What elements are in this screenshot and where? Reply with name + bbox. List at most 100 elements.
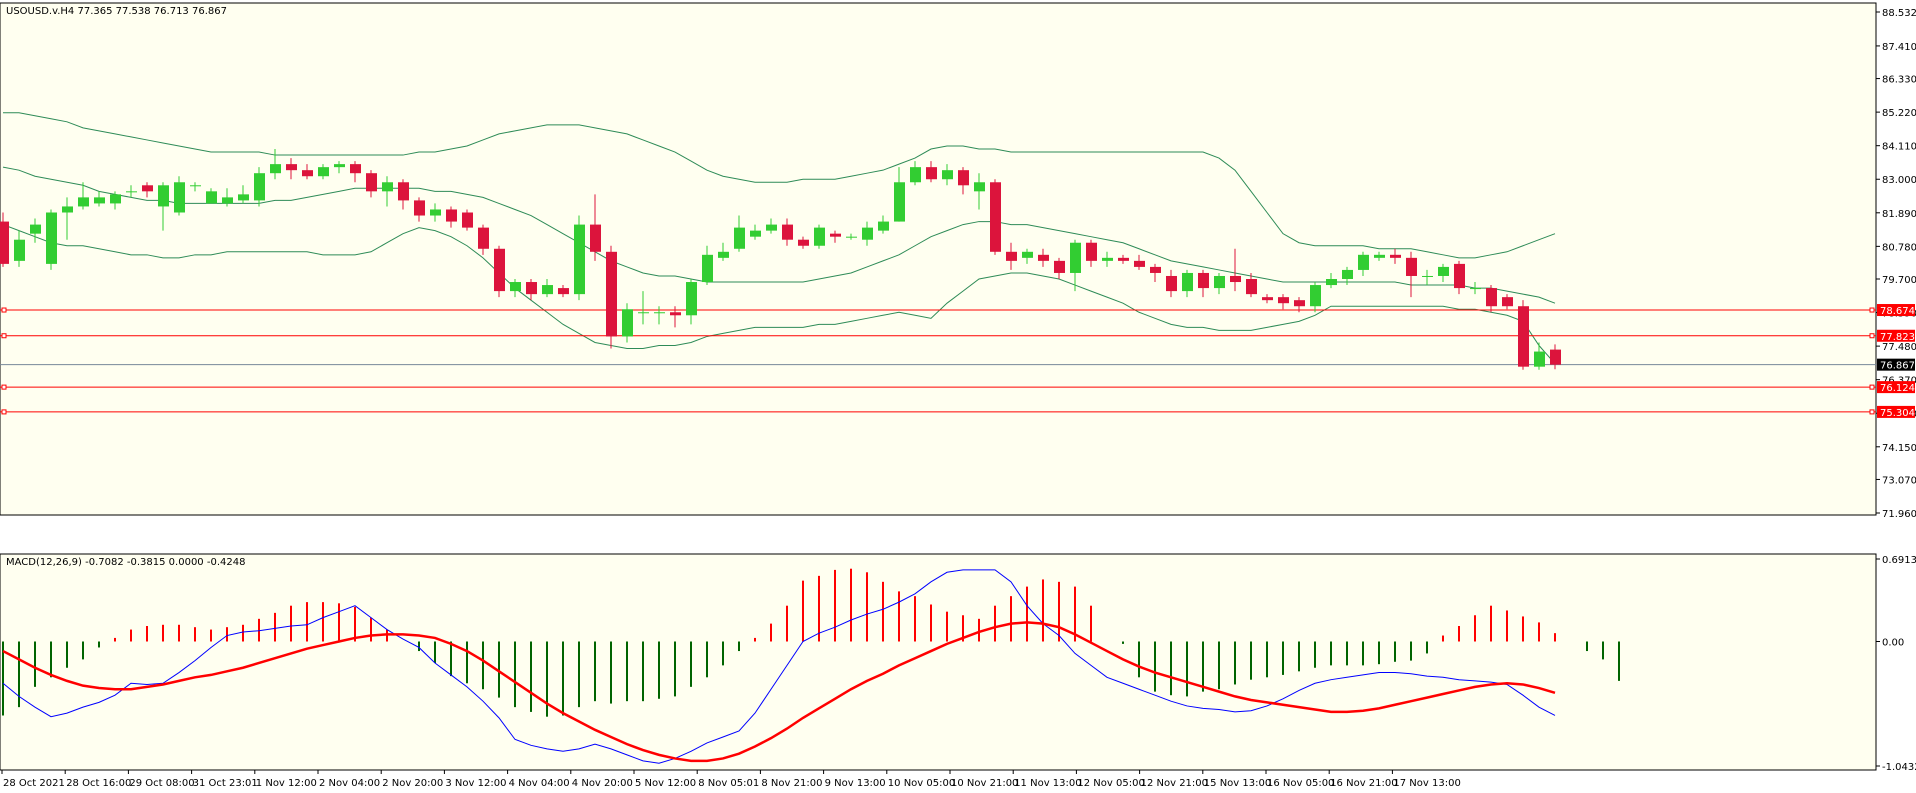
candle[interactable] xyxy=(94,191,105,207)
candle[interactable] xyxy=(1358,251,1369,276)
candle[interactable] xyxy=(1374,251,1385,261)
candle[interactable] xyxy=(1086,239,1097,267)
candle[interactable] xyxy=(334,161,345,174)
level-handle-right[interactable] xyxy=(1869,409,1875,415)
level-handle-left[interactable] xyxy=(1,384,7,390)
candle[interactable] xyxy=(1102,251,1113,267)
candle[interactable] xyxy=(1070,239,1081,292)
candle[interactable] xyxy=(1310,282,1321,313)
candle[interactable] xyxy=(110,191,121,210)
candle[interactable] xyxy=(382,176,393,207)
candle[interactable] xyxy=(1422,269,1433,286)
candle[interactable] xyxy=(814,224,825,249)
candle[interactable] xyxy=(830,230,841,243)
candle[interactable] xyxy=(1550,344,1561,370)
candle[interactable] xyxy=(590,194,601,261)
candle[interactable] xyxy=(462,209,473,231)
candle[interactable] xyxy=(62,197,73,240)
candle[interactable] xyxy=(1118,254,1129,264)
level-handle-right[interactable] xyxy=(1869,307,1875,313)
candle[interactable] xyxy=(974,173,985,210)
candle[interactable] xyxy=(190,182,201,192)
candle[interactable] xyxy=(366,170,377,198)
candle[interactable] xyxy=(846,233,857,240)
candle[interactable] xyxy=(862,221,873,246)
macd-pane[interactable] xyxy=(0,553,1877,771)
candle[interactable] xyxy=(670,306,681,328)
candle[interactable] xyxy=(222,188,233,207)
candle[interactable] xyxy=(254,167,265,207)
candle[interactable] xyxy=(446,206,457,228)
candle[interactable] xyxy=(1534,342,1545,370)
candle[interactable] xyxy=(1518,300,1529,370)
candle[interactable] xyxy=(478,224,489,255)
candle[interactable] xyxy=(1454,260,1465,295)
candle[interactable] xyxy=(302,164,313,180)
candle[interactable] xyxy=(542,279,553,298)
candle[interactable] xyxy=(0,212,9,267)
candle[interactable] xyxy=(1262,294,1273,304)
candle[interactable] xyxy=(1054,257,1065,280)
candle[interactable] xyxy=(46,209,57,270)
candle[interactable] xyxy=(174,176,185,216)
candle[interactable] xyxy=(1182,269,1193,298)
candle[interactable] xyxy=(206,188,217,204)
candle[interactable] xyxy=(270,149,281,180)
main-pane[interactable] xyxy=(0,2,1877,516)
level-handle-left[interactable] xyxy=(1,307,7,313)
candle[interactable] xyxy=(1198,269,1209,298)
candle[interactable] xyxy=(1022,248,1033,264)
candle[interactable] xyxy=(142,182,153,198)
candle[interactable] xyxy=(286,158,297,180)
candle[interactable] xyxy=(238,185,249,204)
candle[interactable] xyxy=(894,167,905,222)
candle[interactable] xyxy=(158,182,169,231)
candle[interactable] xyxy=(30,218,41,243)
candle[interactable] xyxy=(1038,248,1049,267)
candle[interactable] xyxy=(1390,248,1401,264)
candle[interactable] xyxy=(350,161,361,183)
candle[interactable] xyxy=(702,245,713,286)
candle[interactable] xyxy=(782,218,793,246)
candle[interactable] xyxy=(1502,294,1513,310)
candle[interactable] xyxy=(1326,272,1337,289)
level-handle-right[interactable] xyxy=(1869,333,1875,339)
candle[interactable] xyxy=(1006,242,1017,270)
candle[interactable] xyxy=(14,230,25,267)
candle[interactable] xyxy=(878,215,889,234)
candle[interactable] xyxy=(78,182,89,210)
candle[interactable] xyxy=(430,203,441,222)
candle[interactable] xyxy=(1134,254,1145,270)
candle[interactable] xyxy=(510,279,521,298)
candle[interactable] xyxy=(798,236,809,249)
candle[interactable] xyxy=(126,185,137,198)
candle[interactable] xyxy=(1230,248,1241,292)
level-handle-left[interactable] xyxy=(1,333,7,339)
candle[interactable] xyxy=(622,303,633,343)
candle[interactable] xyxy=(990,179,1001,255)
candle[interactable] xyxy=(494,245,505,298)
candle[interactable] xyxy=(1406,251,1417,298)
candle[interactable] xyxy=(574,215,585,301)
candle[interactable] xyxy=(942,164,953,186)
candle[interactable] xyxy=(686,279,697,325)
candle[interactable] xyxy=(734,215,745,252)
candle[interactable] xyxy=(606,245,617,349)
candle[interactable] xyxy=(654,306,665,325)
candle[interactable] xyxy=(1214,272,1225,295)
candle[interactable] xyxy=(958,167,969,195)
candle[interactable] xyxy=(526,279,537,301)
candle[interactable] xyxy=(398,179,409,210)
level-handle-left[interactable] xyxy=(1,409,7,415)
candle[interactable] xyxy=(1438,263,1449,283)
candle[interactable] xyxy=(1150,263,1161,283)
candle[interactable] xyxy=(638,291,649,325)
candle[interactable] xyxy=(718,242,729,261)
candle[interactable] xyxy=(926,161,937,183)
candle[interactable] xyxy=(1294,297,1305,313)
candle[interactable] xyxy=(414,197,425,222)
candle[interactable] xyxy=(750,224,761,240)
candle[interactable] xyxy=(1166,269,1177,298)
